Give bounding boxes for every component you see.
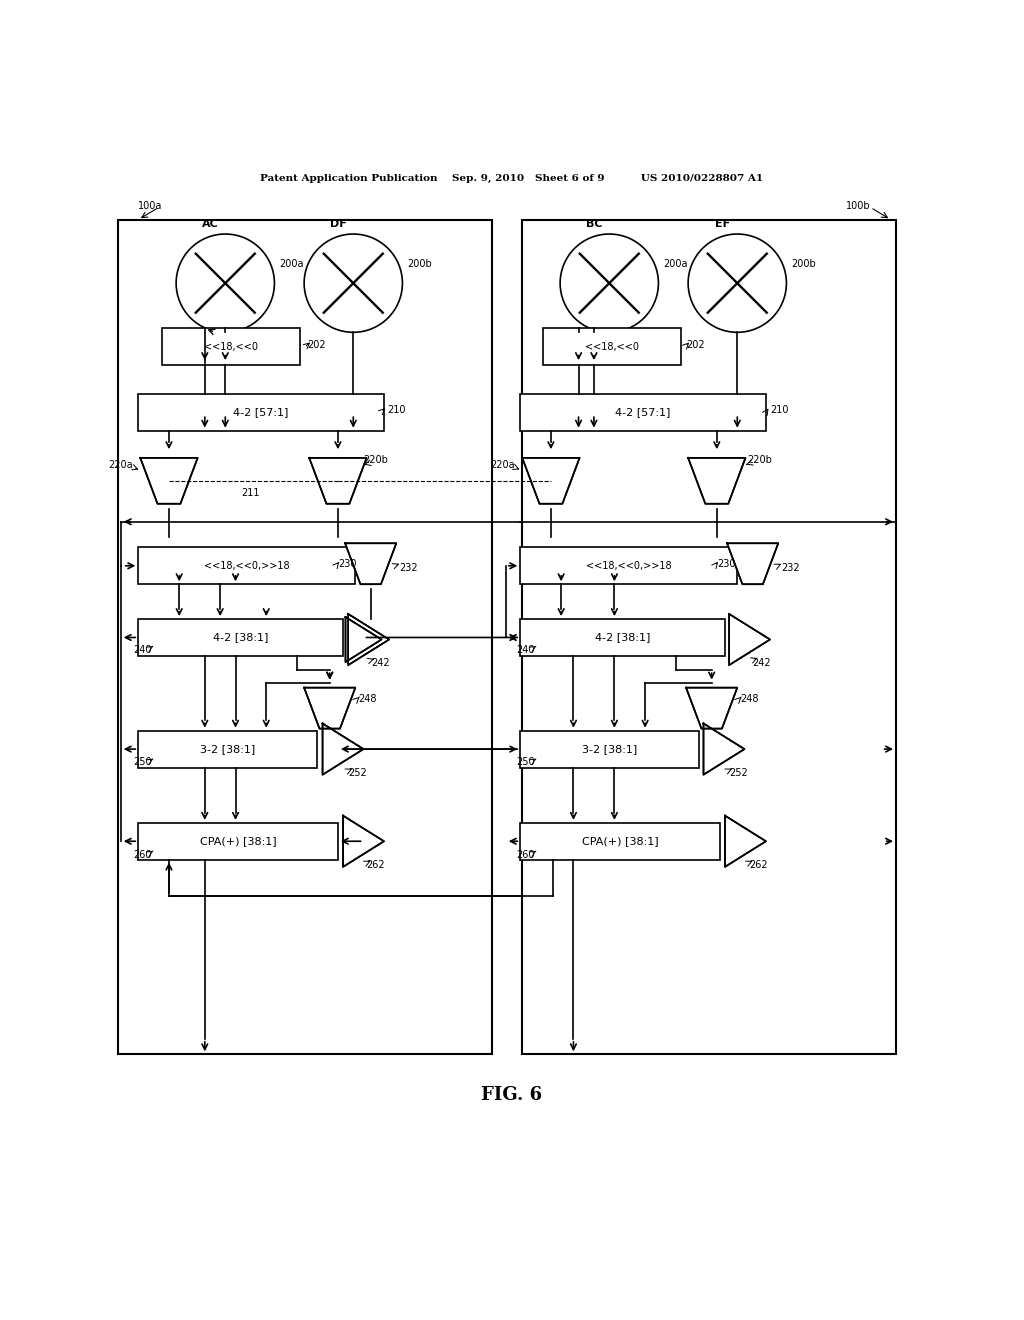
FancyBboxPatch shape [520,731,699,767]
Text: 210: 210 [387,405,406,416]
FancyBboxPatch shape [118,219,492,1055]
Text: 252: 252 [729,768,748,777]
Polygon shape [309,458,367,504]
Text: 230: 230 [717,558,735,569]
FancyBboxPatch shape [138,731,317,767]
Circle shape [304,234,402,333]
Text: 202: 202 [686,339,705,350]
Text: 232: 232 [399,562,418,573]
Text: 200a: 200a [664,259,688,268]
Text: Patent Application Publication    Sep. 9, 2010   Sheet 6 of 9          US 2010/0: Patent Application Publication Sep. 9, 2… [260,174,764,182]
Text: 4-2 [57:1]: 4-2 [57:1] [615,407,671,417]
Polygon shape [345,544,396,585]
Text: EF: EF [715,219,730,228]
Text: 4-2 [57:1]: 4-2 [57:1] [233,407,289,417]
Text: 220a: 220a [490,461,515,470]
Text: 250: 250 [133,758,152,767]
Circle shape [688,234,786,333]
FancyBboxPatch shape [520,393,766,430]
Text: 100b: 100b [846,202,870,211]
Text: 262: 262 [367,859,385,870]
Polygon shape [703,723,744,775]
Text: 262: 262 [750,859,768,870]
FancyBboxPatch shape [520,822,720,859]
Text: 252: 252 [348,768,367,777]
Text: 202: 202 [307,339,326,350]
Polygon shape [304,688,355,729]
Text: 250: 250 [516,758,535,767]
Text: <<18,<<0,>>18: <<18,<<0,>>18 [586,561,672,570]
Text: 248: 248 [740,694,759,704]
Polygon shape [348,614,389,665]
Text: 200a: 200a [280,259,304,268]
Polygon shape [343,816,384,867]
Text: 232: 232 [781,562,800,573]
Text: 248: 248 [358,694,377,704]
Text: 220b: 220b [364,455,388,466]
FancyBboxPatch shape [543,329,681,366]
Text: 220a: 220a [109,461,133,470]
FancyBboxPatch shape [522,219,896,1055]
Text: BC: BC [587,219,603,228]
Text: 211: 211 [242,488,260,498]
Text: <<18,<<0: <<18,<<0 [204,342,258,351]
Text: 242: 242 [753,659,771,668]
Text: FIG. 6: FIG. 6 [481,1086,543,1105]
Text: 3-2 [38:1]: 3-2 [38:1] [201,744,255,754]
Text: 230: 230 [338,558,356,569]
Text: 242: 242 [372,659,390,668]
Text: CPA(+) [38:1]: CPA(+) [38:1] [200,837,276,846]
Circle shape [560,234,658,333]
FancyBboxPatch shape [138,548,355,585]
Text: CPA(+) [38:1]: CPA(+) [38:1] [582,837,658,846]
Polygon shape [729,614,770,665]
FancyBboxPatch shape [162,329,300,366]
Text: 240: 240 [133,644,152,655]
Polygon shape [686,688,737,729]
Text: AC: AC [202,219,219,228]
Text: 100a: 100a [138,202,163,211]
Text: 3-2 [38:1]: 3-2 [38:1] [583,744,637,754]
Polygon shape [345,616,382,663]
Polygon shape [727,544,778,585]
Text: <<18,<<0,>>18: <<18,<<0,>>18 [204,561,290,570]
Text: DF: DF [330,219,347,228]
Text: 4-2 [38:1]: 4-2 [38:1] [595,632,650,643]
Text: 210: 210 [770,405,788,416]
FancyBboxPatch shape [138,393,384,430]
Polygon shape [323,723,364,775]
FancyBboxPatch shape [138,822,338,859]
Polygon shape [725,816,766,867]
Text: 200b: 200b [408,259,432,268]
Text: 4-2 [38:1]: 4-2 [38:1] [213,632,268,643]
Circle shape [176,234,274,333]
Text: <<18,<<0: <<18,<<0 [585,342,639,351]
Polygon shape [688,458,745,504]
FancyBboxPatch shape [138,619,343,656]
Polygon shape [522,458,580,504]
Text: 220b: 220b [748,455,772,466]
Text: 240: 240 [516,644,535,655]
Polygon shape [140,458,198,504]
Text: 260: 260 [516,850,535,859]
FancyBboxPatch shape [520,619,725,656]
FancyBboxPatch shape [520,548,737,585]
Text: 260: 260 [133,850,152,859]
Text: 200b: 200b [792,259,816,268]
